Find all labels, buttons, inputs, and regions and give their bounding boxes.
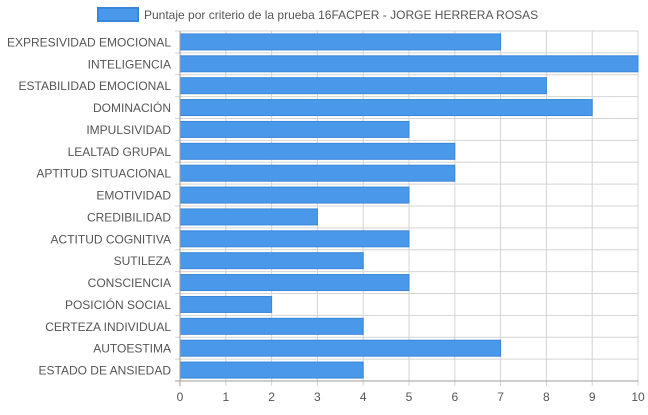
x-tick-labels: 0 1 2 3 4 5 6 7 8 9 10 bbox=[177, 390, 645, 404]
category-labels: EXPRESIVIDAD EMOCIONAL INTELIGENCIA ESTABI… bbox=[7, 35, 171, 377]
category-label: ESTABILIDAD EMOCIONAL bbox=[19, 79, 172, 93]
category-label: CERTEZA INDIVIDUAL bbox=[45, 320, 171, 334]
category-label: INTELIGENCIA bbox=[88, 57, 171, 71]
bar[interactable] bbox=[179, 317, 364, 335]
x-tick-label: 4 bbox=[360, 390, 367, 404]
x-tick-label: 7 bbox=[497, 390, 504, 404]
bar[interactable] bbox=[179, 208, 318, 226]
category-label: DOMINACIÓN bbox=[93, 100, 171, 115]
bar[interactable] bbox=[179, 252, 364, 270]
x-tick-label: 10 bbox=[631, 390, 645, 404]
bar[interactable] bbox=[179, 230, 410, 248]
legend-swatch[interactable] bbox=[97, 7, 139, 22]
category-label: AUTOESTIMA bbox=[93, 342, 171, 356]
bar[interactable] bbox=[179, 339, 502, 357]
category-label: ESTADO DE ANSIEDAD bbox=[39, 364, 172, 378]
bar[interactable] bbox=[179, 77, 547, 95]
category-label: LEALTAD GRUPAL bbox=[68, 145, 172, 159]
category-label: APTITUD SITUACIONAL bbox=[36, 167, 171, 181]
bar[interactable] bbox=[179, 99, 593, 117]
category-label: POSICIÓN SOCIAL bbox=[65, 297, 171, 312]
category-label: IMPULSIVIDAD bbox=[86, 123, 171, 137]
x-tick-label: 2 bbox=[268, 390, 275, 404]
x-tick-label: 8 bbox=[543, 390, 550, 404]
legend-label: Puntaje por criterio de la prueba 16FACP… bbox=[144, 8, 538, 22]
bar[interactable] bbox=[179, 120, 410, 138]
bar[interactable] bbox=[179, 274, 410, 292]
category-label: SUTILEZA bbox=[114, 254, 171, 268]
x-tick-label: 3 bbox=[314, 390, 321, 404]
category-label: EMOTIVIDAD bbox=[96, 189, 171, 203]
bar[interactable] bbox=[179, 186, 410, 204]
x-tick-label: 1 bbox=[222, 390, 229, 404]
bar[interactable] bbox=[179, 164, 456, 182]
x-tick-label: 6 bbox=[451, 390, 458, 404]
bar[interactable] bbox=[179, 142, 456, 160]
category-label: CREDIBILIDAD bbox=[87, 210, 171, 224]
bar[interactable] bbox=[179, 361, 364, 379]
category-label: CONSCIENCIA bbox=[88, 276, 171, 290]
bar[interactable] bbox=[179, 33, 502, 51]
bar[interactable] bbox=[179, 55, 639, 73]
x-tick-label: 0 bbox=[177, 390, 184, 404]
bar[interactable] bbox=[179, 295, 273, 313]
x-tick-label: 9 bbox=[589, 390, 596, 404]
category-label: ACTITUD COGNITIVA bbox=[51, 232, 171, 246]
x-tick-label: 5 bbox=[406, 390, 413, 404]
category-label: EXPRESIVIDAD EMOCIONAL bbox=[7, 35, 171, 49]
chart-legend: Puntaje por criterio de la prueba 16FACP… bbox=[97, 7, 538, 22]
